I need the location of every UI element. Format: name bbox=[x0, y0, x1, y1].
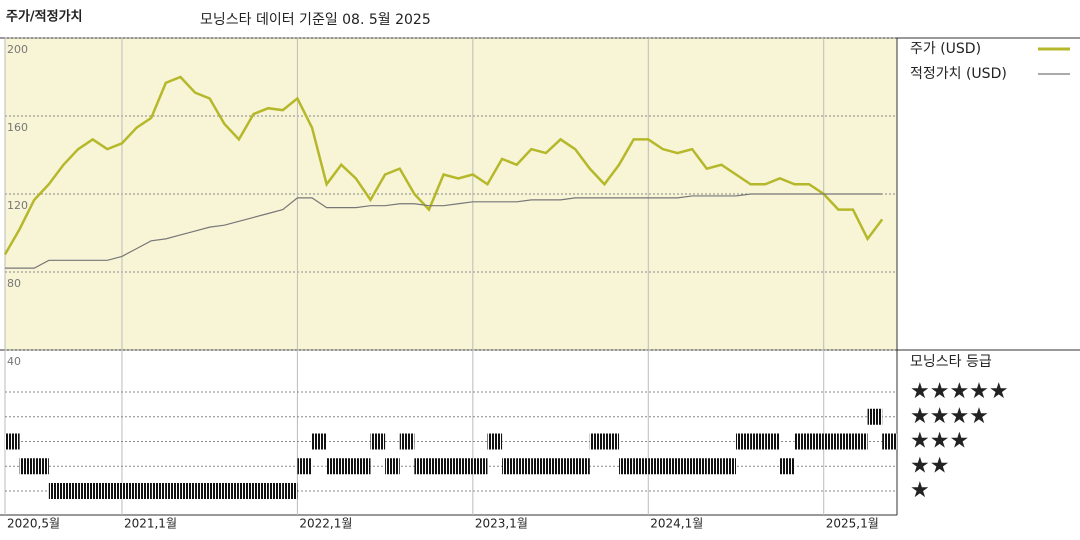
rating-bar bbox=[648, 458, 663, 475]
x-tick-label: 2020,5월 bbox=[7, 517, 60, 531]
rating-bar bbox=[750, 433, 766, 450]
rating-bar bbox=[19, 458, 35, 475]
rating-bar bbox=[282, 483, 298, 499]
rating-bar bbox=[662, 458, 678, 475]
rating-bar bbox=[165, 483, 181, 499]
rating-bar bbox=[487, 433, 503, 450]
y-tick-label: 160 bbox=[7, 121, 28, 134]
rating-bar bbox=[78, 483, 93, 499]
rating-bar bbox=[604, 433, 620, 450]
rating-bar bbox=[107, 483, 122, 499]
x-tick-label: 2022,1월 bbox=[299, 517, 352, 531]
rating-bar bbox=[238, 483, 254, 499]
y-tick-label: 80 bbox=[7, 277, 21, 290]
rating-bar bbox=[852, 433, 868, 450]
rating-bar bbox=[268, 483, 283, 499]
rating-bar bbox=[531, 458, 546, 475]
rating-bar bbox=[136, 483, 152, 499]
rating-bar bbox=[589, 433, 605, 450]
rating-label: ★ bbox=[910, 478, 930, 503]
rating-bar bbox=[428, 458, 444, 475]
rating-label: ★★★ bbox=[910, 429, 969, 454]
rating-bar bbox=[677, 458, 693, 475]
rating-bar bbox=[779, 458, 795, 475]
frame bbox=[0, 37, 1080, 516]
rating-bar bbox=[121, 483, 137, 499]
rating-label: ★★★★ bbox=[910, 404, 989, 429]
rating-bar bbox=[692, 458, 707, 475]
legend-label: 적정가치 (USD) bbox=[910, 66, 1007, 82]
rating-bar bbox=[458, 458, 473, 475]
rating-bar bbox=[794, 433, 810, 450]
rating-bar bbox=[92, 483, 108, 499]
rating-bar bbox=[195, 483, 210, 499]
rating-bar bbox=[253, 483, 269, 499]
rating-bar bbox=[180, 483, 196, 499]
x-tick-label: 2025,1월 bbox=[826, 517, 879, 531]
rating-bar bbox=[633, 458, 649, 475]
rating-bar bbox=[341, 458, 356, 475]
series-line bbox=[5, 193, 883, 269]
rating-bar bbox=[472, 458, 488, 475]
rating-bar bbox=[867, 408, 883, 425]
rating-bar bbox=[297, 458, 313, 475]
y-tick-label: 40 bbox=[7, 355, 21, 368]
rating-bar bbox=[63, 483, 79, 499]
chart-title: 주가/적정가치 bbox=[6, 9, 83, 25]
rating-bar bbox=[560, 458, 576, 475]
rating-bar bbox=[370, 433, 386, 450]
rating-bar bbox=[385, 458, 400, 475]
rating-label: ★★ bbox=[910, 453, 949, 478]
rating-bar bbox=[414, 458, 429, 475]
rating-bar bbox=[575, 458, 590, 475]
y-tick-label: 200 bbox=[7, 43, 28, 56]
rating-bar bbox=[736, 433, 751, 450]
rating-label: ★★★★★ bbox=[910, 379, 1009, 404]
legend-title: 모닝스타 등급 bbox=[910, 354, 992, 370]
rating-bar bbox=[399, 433, 415, 450]
rating-bar bbox=[5, 433, 20, 450]
rating-bar bbox=[355, 458, 371, 475]
y-tick-label: 120 bbox=[7, 199, 28, 212]
rating-bar bbox=[209, 483, 225, 499]
rating-bar bbox=[312, 433, 327, 450]
rating-bar bbox=[882, 433, 897, 450]
rating-bar bbox=[224, 483, 239, 499]
rating-bar bbox=[721, 458, 736, 475]
rating-bar bbox=[838, 433, 853, 450]
legend-label: 주가 (USD) bbox=[910, 41, 981, 57]
rating-bar bbox=[823, 433, 839, 450]
rating-bar bbox=[502, 458, 517, 475]
rating-bar bbox=[765, 433, 780, 450]
rating-bar bbox=[34, 458, 49, 475]
rating-bar bbox=[809, 433, 824, 450]
x-tick-label: 2024,1월 bbox=[650, 517, 703, 531]
rating-bar bbox=[516, 458, 532, 475]
chart-subtitle: 모닝스타 데이터 기준일 08. 5월 2025 bbox=[200, 12, 431, 28]
rating-bar bbox=[706, 458, 722, 475]
x-tick-label: 2021,1월 bbox=[124, 517, 177, 531]
x-tick-label: 2023,1월 bbox=[475, 517, 528, 531]
series-line bbox=[3, 75, 884, 256]
rating-bar bbox=[151, 483, 166, 499]
rating-bar bbox=[545, 458, 561, 475]
rating-bar bbox=[443, 458, 459, 475]
rating-bar bbox=[48, 483, 64, 499]
rating-bar bbox=[326, 458, 342, 475]
rating-bar bbox=[619, 458, 634, 475]
